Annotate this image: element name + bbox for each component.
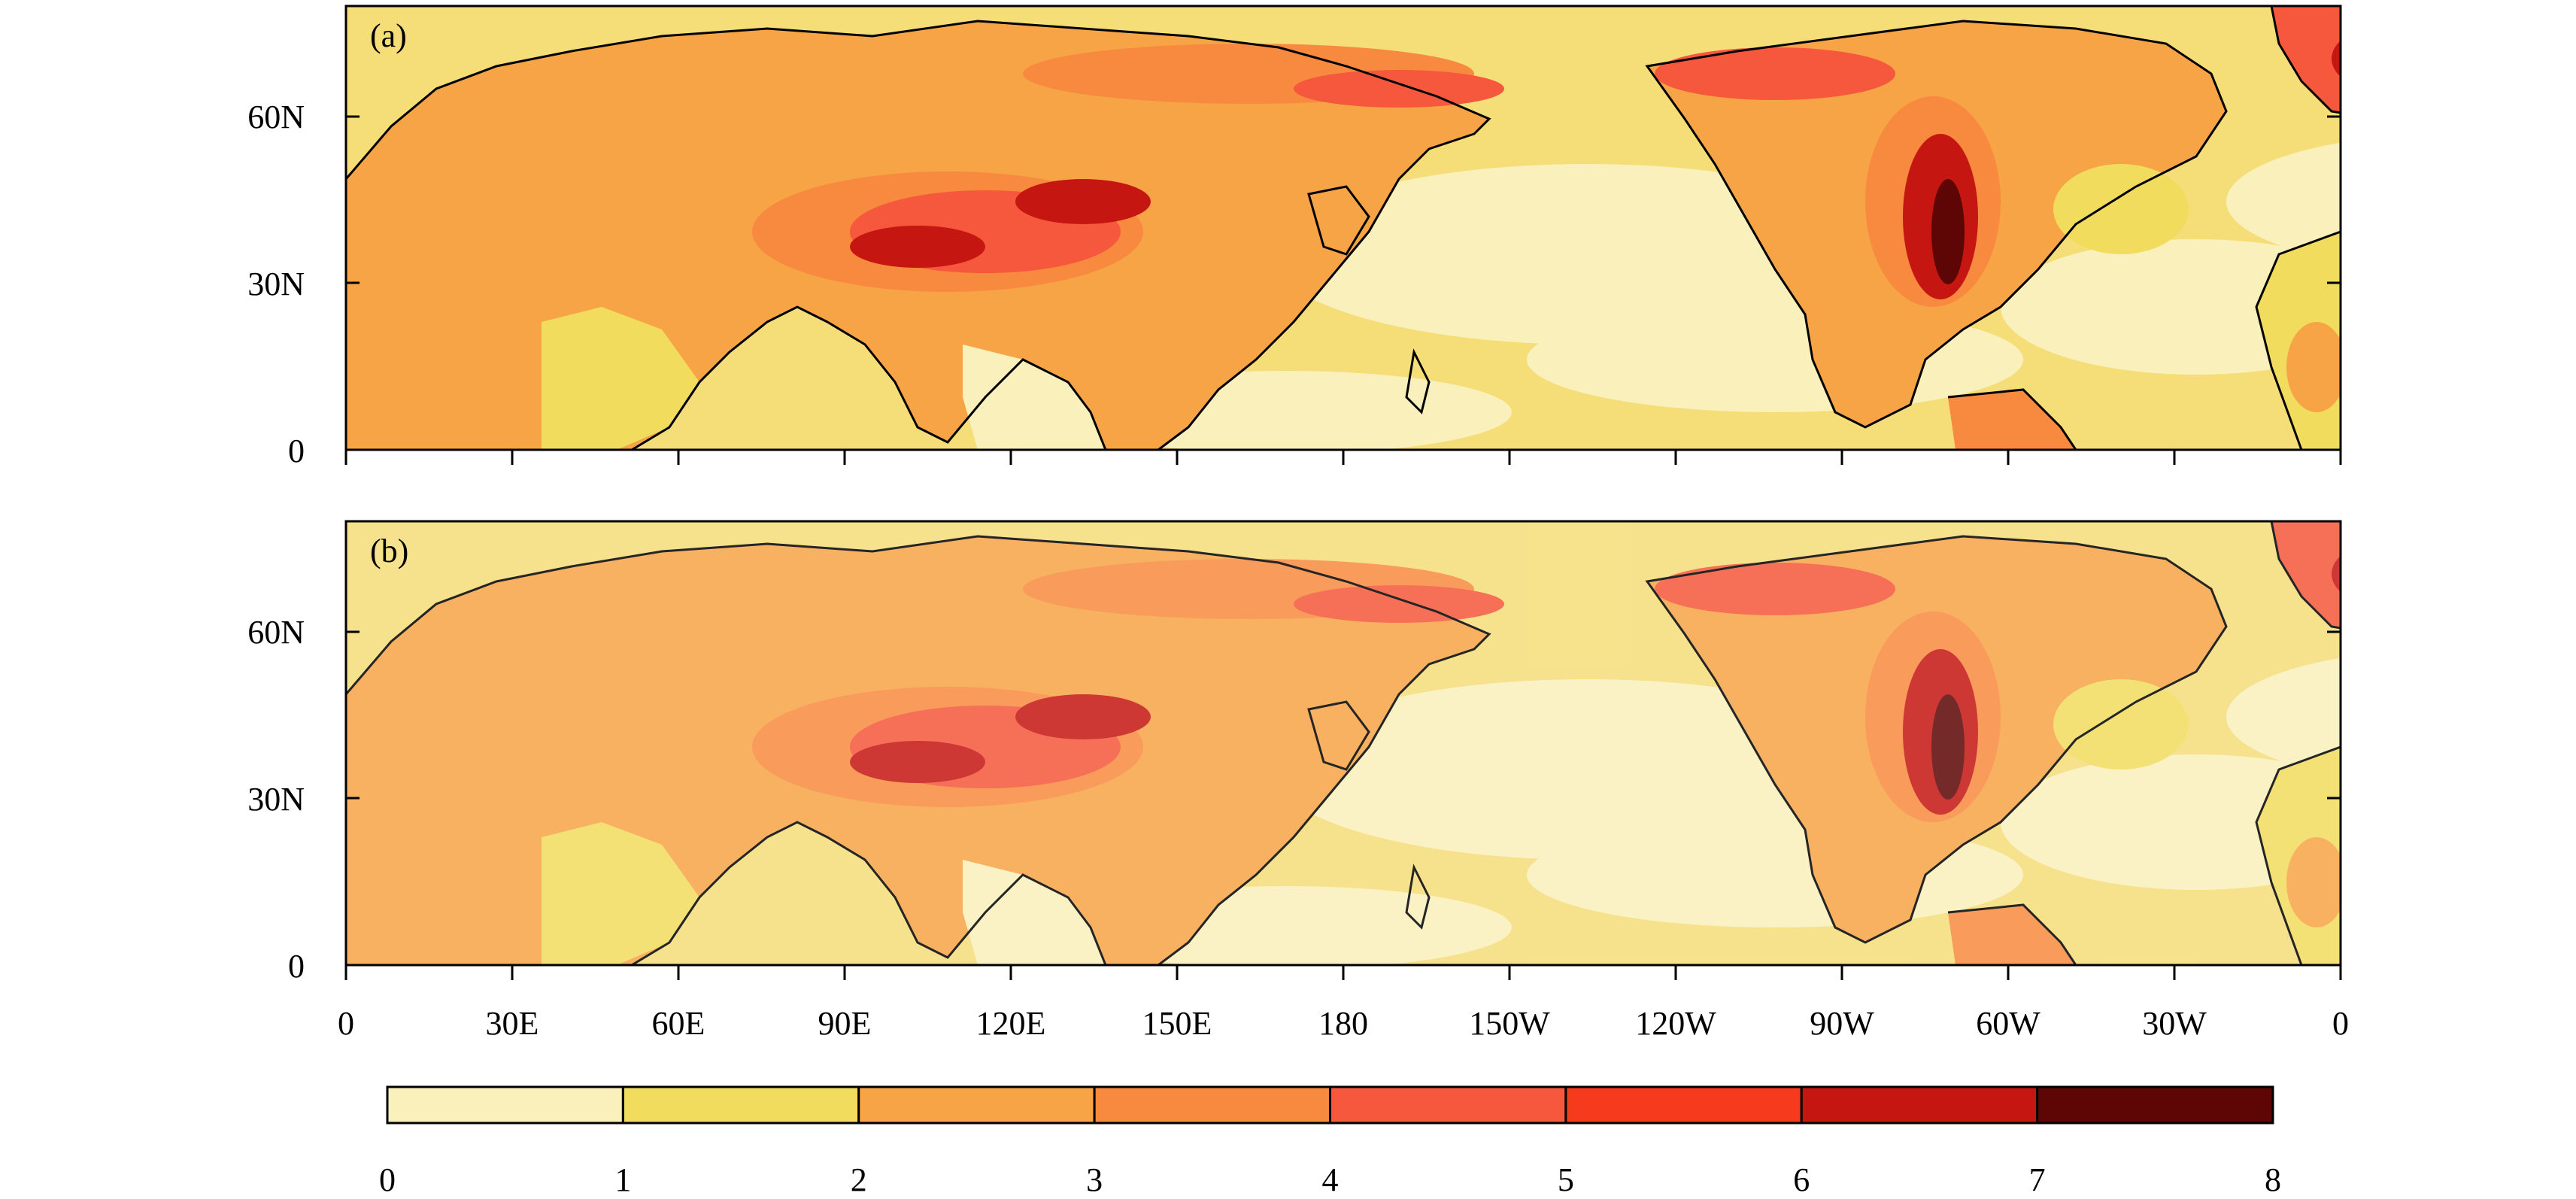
lon-labels: 0 30E 60E 90E 120E 150E 180 150W 120W 90… bbox=[338, 1005, 2349, 1042]
lon-label-30e: 30E bbox=[486, 1005, 539, 1042]
lon-label-60e: 60E bbox=[652, 1005, 705, 1042]
lon-label-150e: 150E bbox=[1142, 1005, 1212, 1042]
colorbar-box-6 bbox=[1800, 1085, 2039, 1125]
colorbar-box-5 bbox=[1564, 1085, 1803, 1125]
colorbar-box-3 bbox=[1093, 1085, 1331, 1125]
panel-b-lat-ticks bbox=[346, 630, 2341, 967]
panel-b-lat-label-0: 0 bbox=[288, 948, 305, 985]
map-panel-a bbox=[346, 6, 2341, 450]
colorbar-box-7 bbox=[2036, 1085, 2274, 1125]
colorbar-tick-label-7: 7 bbox=[2029, 1161, 2046, 1198]
lon-label-60w: 60W bbox=[1976, 1005, 2040, 1042]
colorbar-box-1 bbox=[621, 1085, 860, 1125]
colorbar-labels: 0 1 2 3 4 5 6 7 8 bbox=[379, 1161, 2281, 1198]
colorbar-box-0 bbox=[386, 1085, 624, 1125]
lon-label-90e: 90E bbox=[818, 1005, 872, 1042]
panel-a: (a) 60N 30N 0 bbox=[247, 5, 2342, 469]
colorbar-box-2 bbox=[857, 1085, 1096, 1125]
map-panel-b bbox=[346, 521, 2341, 965]
panel-a-lat-label-0: 0 bbox=[288, 433, 305, 469]
panel-a-label: (a) bbox=[370, 17, 407, 54]
panel-a-lat-label-60n: 60N bbox=[247, 99, 305, 135]
lon-label-150w: 150W bbox=[1469, 1005, 1550, 1042]
panel-b-lat-label-30n: 30N bbox=[247, 781, 305, 818]
panel-a-lat-ticks bbox=[346, 115, 2341, 451]
lon-label-30w: 30W bbox=[2142, 1005, 2207, 1042]
colorbar: 0 1 2 3 4 5 6 7 8 bbox=[379, 1085, 2281, 1198]
colorbar-tick-label-8: 8 bbox=[2265, 1161, 2281, 1198]
colorbar-tick-label-5: 5 bbox=[1558, 1161, 1574, 1198]
colorbar-boxes bbox=[386, 1085, 2274, 1125]
lon-label-90w: 90W bbox=[1810, 1005, 1874, 1042]
colorbar-box-4 bbox=[1329, 1085, 1567, 1125]
colorbar-tick-label-3: 3 bbox=[1086, 1161, 1103, 1198]
lon-label-120w: 120W bbox=[1635, 1005, 1716, 1042]
colorbar-tick-label-6: 6 bbox=[1793, 1161, 1810, 1198]
lon-label-0: 0 bbox=[338, 1005, 354, 1042]
lon-ticks bbox=[344, 450, 2342, 980]
colorbar-tick-label-4: 4 bbox=[1322, 1161, 1339, 1198]
colorbar-tick-label-1: 1 bbox=[614, 1161, 631, 1198]
panel-b: (b) 60N 30N 0 bbox=[247, 520, 2342, 985]
panel-b-lat-label-60n: 60N bbox=[247, 614, 305, 651]
colorbar-tick-label-2: 2 bbox=[851, 1161, 867, 1198]
panel-a-lat-label-30n: 30N bbox=[247, 266, 305, 302]
lon-label-0-east: 0 bbox=[2332, 1005, 2349, 1042]
lon-label-180: 180 bbox=[1318, 1005, 1368, 1042]
colorbar-tick-label-0: 0 bbox=[379, 1161, 396, 1198]
panel-b-label: (b) bbox=[370, 533, 408, 569]
lon-label-120e: 120E bbox=[976, 1005, 1046, 1042]
